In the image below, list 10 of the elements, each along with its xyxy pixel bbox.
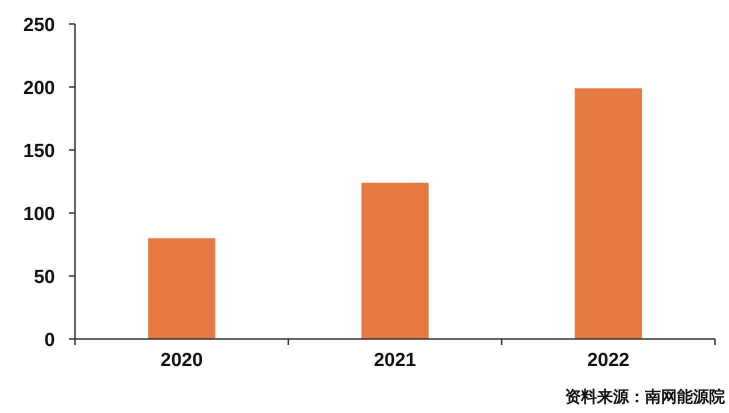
x-tick-label: 2022 bbox=[587, 350, 630, 371]
y-tick-label: 100 bbox=[23, 204, 55, 225]
y-tick-label: 0 bbox=[44, 330, 55, 351]
y-tick-label: 250 bbox=[23, 15, 55, 36]
text: 资料来源：南网能源院 bbox=[565, 387, 725, 406]
x-tick-label: 2021 bbox=[374, 350, 417, 371]
y-tick-label: 150 bbox=[23, 141, 55, 162]
y-tick-label: 200 bbox=[23, 78, 55, 99]
y-tick-label: 50 bbox=[34, 267, 55, 288]
x-tick-label: 2020 bbox=[160, 350, 203, 371]
